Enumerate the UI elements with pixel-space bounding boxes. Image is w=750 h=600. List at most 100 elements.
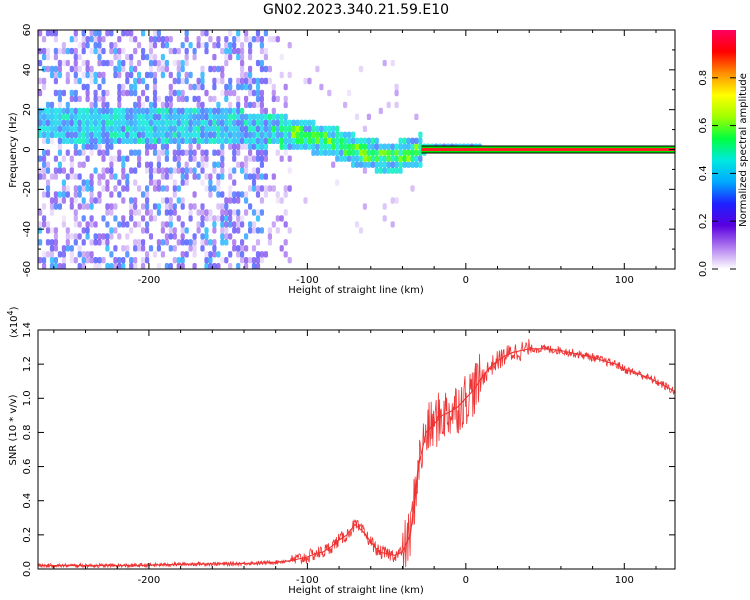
spectrogram-cell [244,30,249,37]
spectrogram-cell [366,149,371,156]
spectrogram-cell [69,257,74,264]
spectrogram-cell [168,83,173,91]
spectrogram-cell [152,137,158,144]
spectrogram-cell [224,89,229,97]
spectrogram-cell [184,173,189,180]
spectrogram-cell [212,263,217,269]
spectrogram-cell [216,42,221,49]
spectrogram-cell [141,77,146,85]
spectrogram-cell [232,47,237,55]
spectrogram-cell [101,113,106,120]
spectrogram-cell [382,203,387,210]
spectrogram-cell [93,119,98,126]
spectrogram-cell [133,209,138,216]
spectrogram-cell [160,42,165,49]
spectrogram-cell [196,36,201,43]
spectrogram-cell [279,125,284,132]
spectrogram-cell [38,209,43,216]
spectrogram-cell [390,155,395,162]
spectrogram-cell [232,36,237,43]
spectrogram-cell [176,71,181,79]
spectrogram-cell [418,155,423,162]
spectrogram-cell [85,71,90,79]
spectrogram-cell [148,137,154,144]
spectrogram-cell [279,71,284,79]
spectrogram-cell [204,42,209,49]
spectrogram-cell [101,239,106,246]
spectrogram-cell [85,95,90,103]
spectrogram-cell [89,251,94,258]
spectrogram-cell [168,167,173,174]
spectrogram-cell [42,125,47,132]
spectrogram-cell [152,119,158,126]
spectrogram-cell [57,89,62,97]
spectrogram-cell [188,215,193,222]
spectrogram-cell [45,185,51,192]
spectrogram-cell [81,227,86,234]
spectrogram-cell [89,149,94,156]
spectrogram-cell [42,131,47,138]
spectrogram-cell [224,113,229,120]
spectrogram-cell [394,155,399,162]
spectrogram-cell [366,155,371,162]
spectrogram-cell [57,101,62,109]
spectrogram-cell [125,251,130,258]
spectrogram-cell [295,143,300,150]
spectrogram-cell [45,167,51,174]
spectrogram-cell [220,77,225,85]
spectrogram-cell [200,245,205,252]
spectrogram-cell [259,89,264,97]
spectrogram-cell [283,101,288,109]
spectrogram-cell [97,113,102,120]
spectrogram-cell [275,137,280,144]
spectrogram-cell [97,125,102,132]
spectrogram-cell [42,119,47,126]
spectrogram-cell [105,119,110,126]
spectrogram-cell [200,221,205,228]
spectrogram-cell [121,47,126,55]
spectrogram-cell [38,239,43,246]
spectrogram-cell [224,131,229,138]
spectrogram-cell [208,119,213,126]
spectrogram-cell [65,227,70,234]
spectrogram-cell [299,137,304,144]
spectrogram-cell [244,173,249,180]
spectrogram-cell [156,30,161,37]
spectrogram-cell [394,83,399,91]
spectrogram-cell [156,179,161,186]
spectrogram-cell [244,161,249,168]
spectrogram-cell [200,209,205,216]
spectrogram-cell [89,215,94,222]
spectrogram-cell [248,131,253,138]
spectrogram-cell [141,131,146,138]
spectrogram-cell [85,42,90,49]
spectrogram-cell [232,245,237,252]
spectrogram-cell [390,59,395,67]
spectrogram-cell [204,263,209,269]
spectrogram-cell [77,245,82,252]
spectrogram-cell [113,119,118,126]
spectrogram-cell [45,53,51,61]
spectrogram-cell [204,149,209,156]
spectrogram-cell [255,131,261,138]
spectrogram-cell [287,42,292,49]
spectrogram-cell [180,107,185,115]
spectrogram-cell [101,137,106,144]
spectrogram-cell [97,71,102,79]
spectrogram-cell [105,89,110,97]
spectrogram-cell [251,131,257,138]
spectrogram-cell [335,155,340,162]
spectrogram-cell [248,36,253,43]
snr-plot-area [38,330,675,569]
spectrogram-cell [160,119,165,126]
spectrogram-cell [378,155,383,162]
spectrogram-cell [311,143,316,150]
spectrogram-cell [145,119,150,126]
spectrogram-cell [263,155,268,162]
spectrogram-cell [410,161,415,168]
spectrogram-cell [244,167,249,174]
spectrogram-cell [113,53,118,61]
spectrogram-cell [212,42,217,49]
spectrogram-cell [45,227,51,234]
spectrogram-cell [236,191,241,198]
